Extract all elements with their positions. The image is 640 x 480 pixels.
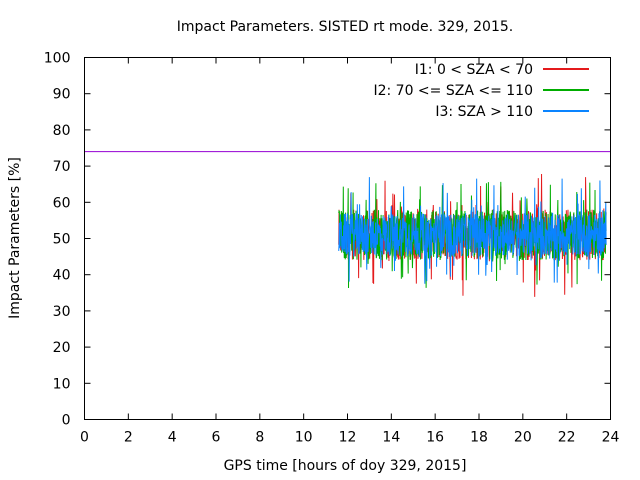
x-tick-label: 22	[558, 430, 576, 446]
y-tick-label: 10	[53, 376, 71, 392]
series-line-3	[338, 177, 607, 284]
x-tick-label: 4	[168, 430, 177, 446]
y-tick-label: 30	[53, 304, 71, 320]
y-tick-label: 80	[53, 123, 71, 139]
y-axis-label: Impact Parameters [%]	[7, 157, 23, 319]
x-tick-label: 12	[339, 430, 357, 446]
legend: I1: 0 < SZA < 70 I2: 70 <= SZA <= 110 I3: …	[373, 62, 589, 120]
x-tick-label: 10	[295, 430, 313, 446]
y-tick-label: 0	[62, 413, 71, 429]
series-layer	[338, 173, 607, 297]
axis-ticks: 0 2 4 6 8 10 12 14 16 18 20 22 240102030405060708090…	[44, 51, 620, 446]
x-tick-label: 0	[80, 430, 89, 446]
x-axis-label: GPS time [hours of doy 329, 2015]	[224, 458, 467, 474]
chart-title: Impact Parameters. SISTED rt mode. 329, …	[177, 19, 513, 35]
x-tick-label: 18	[470, 430, 488, 446]
x-tick-label: 8	[255, 430, 264, 446]
x-tick-label: 24	[602, 430, 620, 446]
legend-label-3: I3: SZA > 110	[435, 104, 533, 120]
y-tick-label: 100	[44, 51, 71, 67]
x-tick-label: 20	[514, 430, 532, 446]
x-tick-label: 2	[124, 430, 133, 446]
x-tick-label: 14	[382, 430, 400, 446]
legend-label-1: I1: 0 < SZA < 70	[415, 62, 533, 78]
x-tick-label: 6	[212, 430, 221, 446]
y-tick-label: 40	[53, 268, 71, 284]
y-tick-label: 50	[53, 232, 71, 248]
x-tick-label: 16	[426, 430, 444, 446]
y-tick-label: 70	[53, 159, 71, 175]
y-tick-label: 60	[53, 195, 71, 211]
y-tick-label: 20	[53, 340, 71, 356]
legend-label-2: I2: 70 <= SZA <= 110	[373, 83, 533, 99]
y-tick-label: 90	[53, 87, 71, 103]
